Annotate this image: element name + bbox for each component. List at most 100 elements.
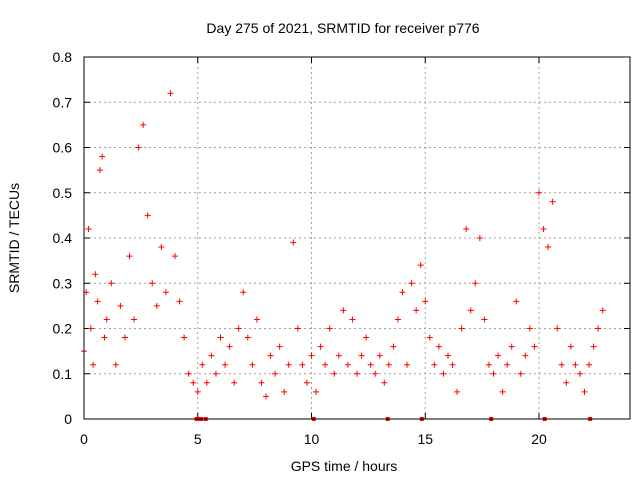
data-point xyxy=(176,298,183,305)
data-point xyxy=(217,334,224,341)
y-tick-label: 0.7 xyxy=(53,94,73,110)
data-point xyxy=(545,244,552,251)
data-point xyxy=(540,225,547,232)
data-point xyxy=(522,352,529,359)
data-point xyxy=(485,361,492,368)
data-point xyxy=(554,325,561,332)
data-point xyxy=(435,343,442,350)
data-point xyxy=(595,325,602,332)
data-point xyxy=(349,316,356,323)
data-point xyxy=(326,325,333,332)
data-point xyxy=(190,379,197,386)
data-point xyxy=(281,388,288,395)
data-point xyxy=(467,307,474,314)
data-point xyxy=(108,280,115,287)
data-point xyxy=(235,325,242,332)
data-point xyxy=(303,379,310,386)
y-tick-label: 0.1 xyxy=(53,366,73,382)
data-point xyxy=(572,361,579,368)
data-point xyxy=(172,253,178,260)
data-point xyxy=(504,361,511,368)
y-tick-label: 0.6 xyxy=(53,140,73,156)
y-tick-label: 0.8 xyxy=(53,49,73,65)
data-point xyxy=(354,370,360,377)
data-point xyxy=(222,361,229,368)
data-point xyxy=(121,334,128,341)
data-point xyxy=(317,343,324,350)
data-point xyxy=(576,370,583,377)
y-tick-label: 0.4 xyxy=(53,230,73,246)
data-point xyxy=(162,289,169,296)
data-point xyxy=(463,225,470,232)
data-point xyxy=(513,298,520,305)
y-tick-label: 0.3 xyxy=(53,275,73,291)
data-point xyxy=(381,379,388,386)
data-point xyxy=(340,307,347,314)
data-point xyxy=(103,316,110,323)
data-point xyxy=(367,361,374,368)
data-point xyxy=(117,302,124,309)
data-point xyxy=(376,352,383,359)
data-point xyxy=(404,361,411,368)
data-point xyxy=(135,144,142,151)
data-point xyxy=(454,388,461,395)
data-point xyxy=(331,370,338,377)
data-point xyxy=(90,361,97,368)
data-point xyxy=(276,343,283,350)
data-point xyxy=(490,370,497,377)
data-point xyxy=(272,370,279,377)
data-point xyxy=(586,361,593,368)
data-point xyxy=(590,343,597,350)
data-point xyxy=(399,289,406,296)
data-point xyxy=(363,334,370,341)
x-tick-label: 5 xyxy=(194,431,202,447)
data-point xyxy=(322,361,329,368)
data-point xyxy=(153,302,160,309)
y-axis-label: SRMTID / TECUs xyxy=(6,183,22,293)
data-point xyxy=(126,253,133,260)
data-point xyxy=(101,334,108,341)
data-point xyxy=(92,271,99,278)
data-point xyxy=(94,298,101,305)
chart-title: Day 275 of 2021, SRMTID for receiver p77… xyxy=(206,20,479,36)
data-point xyxy=(472,280,479,287)
x-axis-label: GPS time / hours xyxy=(291,458,398,474)
data-point xyxy=(181,334,188,341)
data-point xyxy=(526,325,533,332)
data-point xyxy=(231,379,238,386)
data-point xyxy=(536,189,542,196)
data-point xyxy=(194,388,201,395)
x-tick-label: 15 xyxy=(417,431,433,447)
data-point xyxy=(458,325,465,332)
data-point xyxy=(563,379,570,386)
data-point xyxy=(87,325,94,332)
data-point xyxy=(394,316,401,323)
x-tick-label: 10 xyxy=(304,431,320,447)
data-point xyxy=(445,352,451,359)
data-point xyxy=(149,280,156,287)
data-point xyxy=(144,212,151,219)
data-point xyxy=(299,361,306,368)
data-point xyxy=(335,352,342,359)
data-point xyxy=(240,289,247,296)
data-point xyxy=(499,388,506,395)
data-point xyxy=(212,370,219,377)
data-point xyxy=(294,325,301,332)
plot-border xyxy=(83,56,631,420)
data-point xyxy=(158,244,165,251)
data-point xyxy=(385,361,392,368)
data-point xyxy=(422,298,429,305)
y-tick-label: 0.5 xyxy=(53,185,73,201)
data-point xyxy=(185,370,192,377)
data-point xyxy=(449,361,456,368)
data-point xyxy=(112,361,119,368)
data-point xyxy=(203,379,210,386)
grid-lines xyxy=(84,57,630,419)
data-point xyxy=(558,361,565,368)
data-point xyxy=(481,316,488,323)
y-tick-label: 0.2 xyxy=(53,321,73,337)
data-point xyxy=(253,316,260,323)
data-point xyxy=(495,352,502,359)
data-point xyxy=(226,343,233,350)
